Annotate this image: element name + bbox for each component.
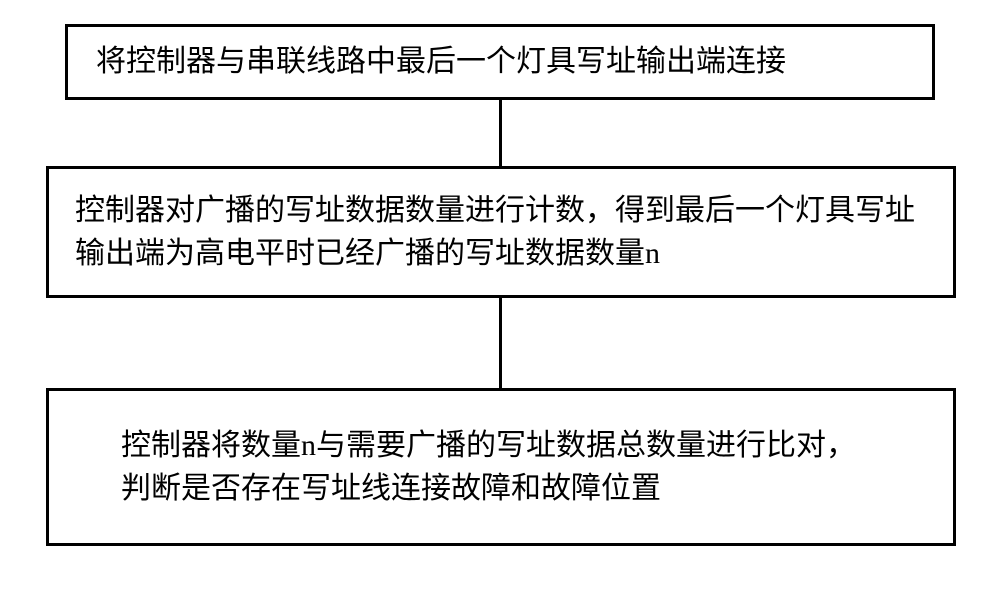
flow-step-2-text: 控制器对广播的写址数据数量进行计数，得到最后一个灯具写址输出端为高电平时已经广播…: [75, 189, 927, 276]
flow-step-3-text: 控制器将数量n与需要广播的写址数据总数量进行比对，判断是否存在写址线连接故障和故…: [121, 424, 881, 511]
flow-step-3: 控制器将数量n与需要广播的写址数据总数量进行比对，判断是否存在写址线连接故障和故…: [46, 388, 956, 546]
flow-step-1: 将控制器与串联线路中最后一个灯具写址输出端连接: [65, 24, 935, 100]
flowchart-canvas: 将控制器与串联线路中最后一个灯具写址输出端连接 控制器对广播的写址数据数量进行计…: [0, 0, 1000, 590]
connector-1: [499, 100, 502, 166]
flow-step-1-text: 将控制器与串联线路中最后一个灯具写址输出端连接: [96, 40, 786, 84]
flow-step-2: 控制器对广播的写址数据数量进行计数，得到最后一个灯具写址输出端为高电平时已经广播…: [46, 166, 956, 298]
connector-2: [499, 298, 502, 388]
